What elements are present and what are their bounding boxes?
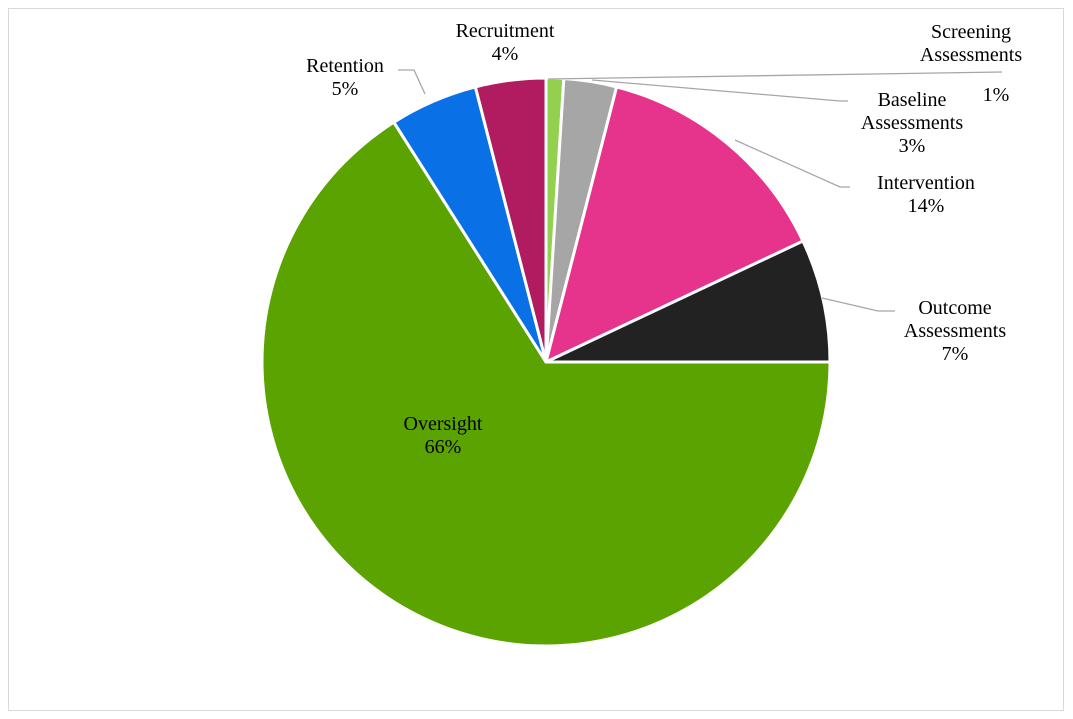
pie-slice-recruitment [473, 76, 548, 363]
data-label-oversight: Oversight 66% [404, 413, 483, 458]
data-label-baseline-assessments: Baseline Assessments 3% [861, 89, 963, 157]
data-label-retention: Retention 5% [306, 55, 384, 100]
leader-line-intervention [734, 139, 850, 188]
data-labels: Screening Assessments 1% Baseline Assessment… [306, 20, 1022, 458]
leader-line-baseline-assessments [591, 79, 848, 102]
data-label-recruitment: Recruitment 4% [456, 20, 555, 65]
data-label-screening-assessments: Screening Assessments [920, 21, 1022, 66]
pie-slice-oversight [260, 120, 832, 648]
pie-slice-intervention [543, 85, 805, 365]
pie-slice-outcome-assessments [545, 239, 832, 364]
data-label-outcome-assessments: Outcome Assessments 7% [904, 297, 1006, 365]
leader-line-outcome-assessments [821, 297, 895, 312]
pie-slices [260, 76, 832, 648]
data-label-intervention: Intervention 14% [877, 172, 975, 217]
leader-lines [398, 69, 1003, 312]
leader-line-retention [398, 69, 426, 95]
data-label-value-screening-assessments: 1% [983, 84, 1010, 106]
leader-line-screening-assessments [547, 71, 1003, 80]
